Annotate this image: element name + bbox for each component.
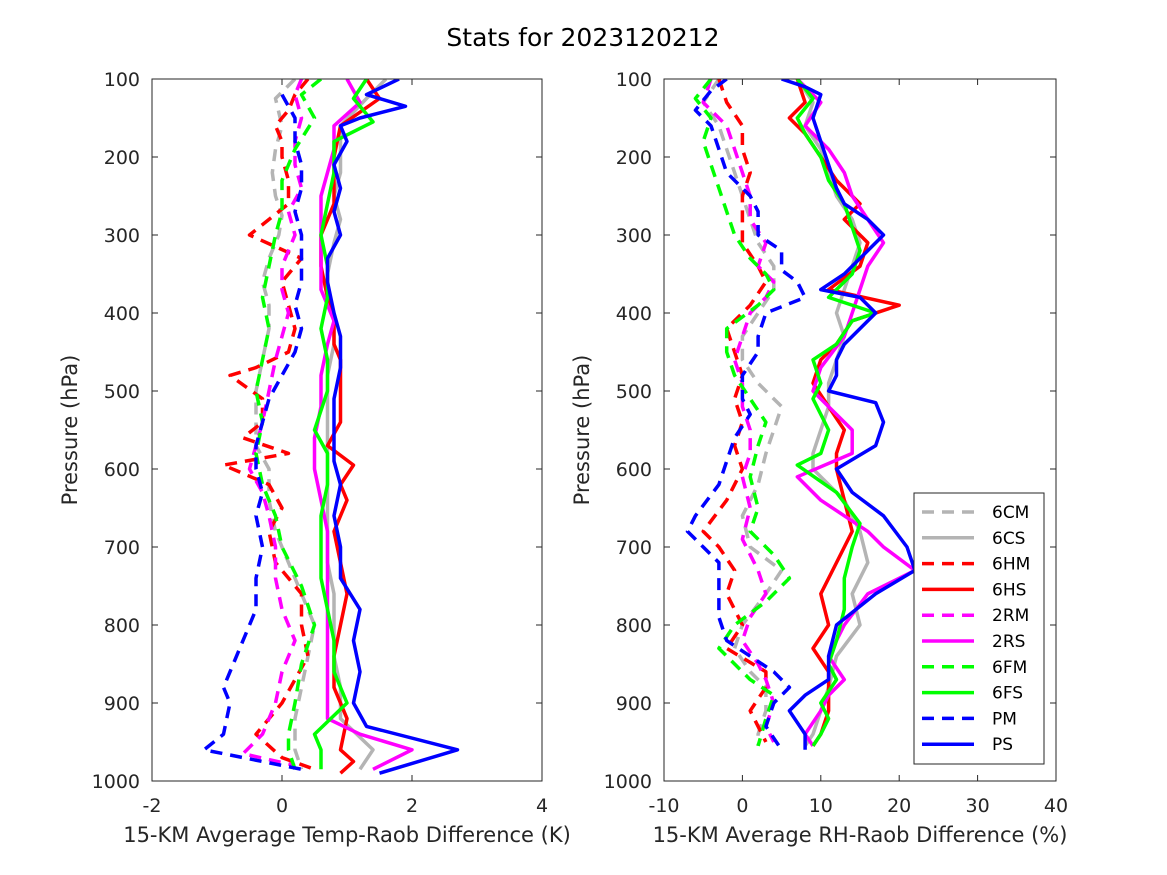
y-tick-label: 500 (104, 381, 140, 403)
y-tick-label: 600 (104, 459, 140, 481)
x-tick-label: -2 (143, 795, 162, 817)
y-tick-label: 700 (616, 537, 652, 559)
legend: 6CM 6CS 6HM 6HS 2RM 2RS 6FM 6FS PM PS (913, 492, 1045, 765)
temp-series-group (202, 79, 460, 775)
x-tick-label: 10 (809, 795, 833, 817)
x-tick-label: 40 (1044, 795, 1068, 817)
x-axis-label: 15-KM Average RH-Raob Difference (%) (653, 823, 1068, 847)
y-tick-label: 300 (104, 225, 140, 247)
y-tick-label: 800 (616, 615, 652, 637)
y-tick-label: 400 (616, 303, 652, 325)
y-tick-label: 500 (616, 381, 652, 403)
rh-axes-box (663, 78, 1057, 782)
series-line-ps (781, 79, 917, 750)
legend-label-2rm: 2RM (992, 606, 1029, 626)
y-tick-label: 600 (616, 459, 652, 481)
y-tick-label: 100 (616, 69, 652, 91)
y-axis-label: Pressure (hPa) (58, 355, 82, 506)
y-tick-label: 300 (616, 225, 652, 247)
rh-difference-panel: -10 0 10 20 30 40 100 200 300 400 500 600 700 800 900 1… (570, 69, 1068, 847)
x-axis-label: 15-KM Avgerage Temp-Raob Difference (K) (123, 823, 571, 847)
temperature-difference-panel: -2 0 2 4 100 200 300 400 500 600 700 800 900 1000 15-K… (58, 69, 571, 847)
series-line-2rm (701, 79, 776, 743)
y-tick-label: 200 (104, 147, 140, 169)
legend-label-6cm: 6CM (992, 503, 1029, 523)
y-tick-label: 800 (104, 615, 140, 637)
legend-label-6fm: 6FM (992, 658, 1027, 678)
series-line-6hs (787, 79, 901, 747)
x-tick-label: 4 (536, 795, 548, 817)
legend-label-pm: PM (992, 709, 1017, 729)
figure-title: Stats for 2023120212 (446, 23, 719, 52)
series-line-6hm (701, 79, 768, 743)
legend-label-6hs: 6HS (992, 580, 1026, 600)
x-tick-label: 30 (966, 795, 990, 817)
y-tick-label: 100 (104, 69, 140, 91)
series-line-6fm (693, 79, 792, 747)
series-line-pm (202, 93, 304, 772)
temp-axes-box (151, 78, 543, 782)
x-tick-label: 20 (887, 795, 911, 817)
legend-label-6cs: 6CS (992, 529, 1025, 549)
series-line-6fs (312, 79, 375, 770)
x-tick-label: -10 (648, 795, 679, 817)
legend-label-2rs: 2RS (992, 632, 1025, 652)
legend-label-6fs: 6FS (992, 684, 1023, 704)
x-tick-label: 0 (276, 795, 288, 817)
series-line-pm (685, 79, 807, 751)
legend-label-ps: PS (992, 735, 1013, 755)
y-tick-label: 200 (616, 147, 652, 169)
series-line-ps (325, 79, 460, 775)
y-tick-label: 900 (616, 693, 652, 715)
series-line-6fm (254, 79, 323, 770)
legend-label-6hm: 6HM (992, 555, 1030, 575)
x-tick-label: 2 (406, 795, 418, 817)
rh-series-group (685, 79, 917, 751)
y-tick-label: 900 (104, 693, 140, 715)
y-tick-label: 400 (104, 303, 140, 325)
y-tick-label: 1000 (604, 771, 652, 793)
y-tick-label: 1000 (92, 771, 140, 793)
y-tick-label: 700 (104, 537, 140, 559)
series-line-6cm (254, 79, 317, 770)
series-line-6cm (701, 79, 784, 746)
y-axis-label: Pressure (hPa) (570, 355, 594, 506)
x-tick-label: 0 (736, 795, 748, 817)
